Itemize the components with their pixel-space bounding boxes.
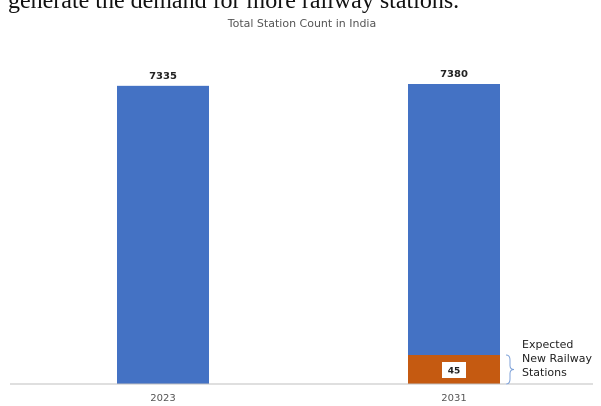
x-tick-label: 2023 — [150, 393, 175, 404]
annotation-line: Expected — [522, 338, 573, 351]
bars-group: 7335 45 7380 — [117, 69, 500, 384]
bar-total-label: 7380 — [440, 69, 468, 80]
bar-2031 — [408, 84, 500, 355]
annotation-line: Stations — [522, 366, 567, 379]
document-text-fragment: generate the demand for more railway sta… — [8, 0, 460, 14]
chart-title: Total Station Count in India — [227, 17, 376, 30]
segment-value-label: 45 — [448, 367, 461, 377]
annotation-line: New Railway — [522, 352, 592, 365]
x-tick-labels: 2023 2031 — [150, 393, 466, 404]
bar-total-label: 7335 — [149, 71, 177, 82]
x-tick-label: 2031 — [441, 393, 466, 404]
annotation-bracket — [505, 354, 515, 385]
bar-2023 — [117, 85, 209, 384]
segment-label-box — [442, 362, 466, 378]
